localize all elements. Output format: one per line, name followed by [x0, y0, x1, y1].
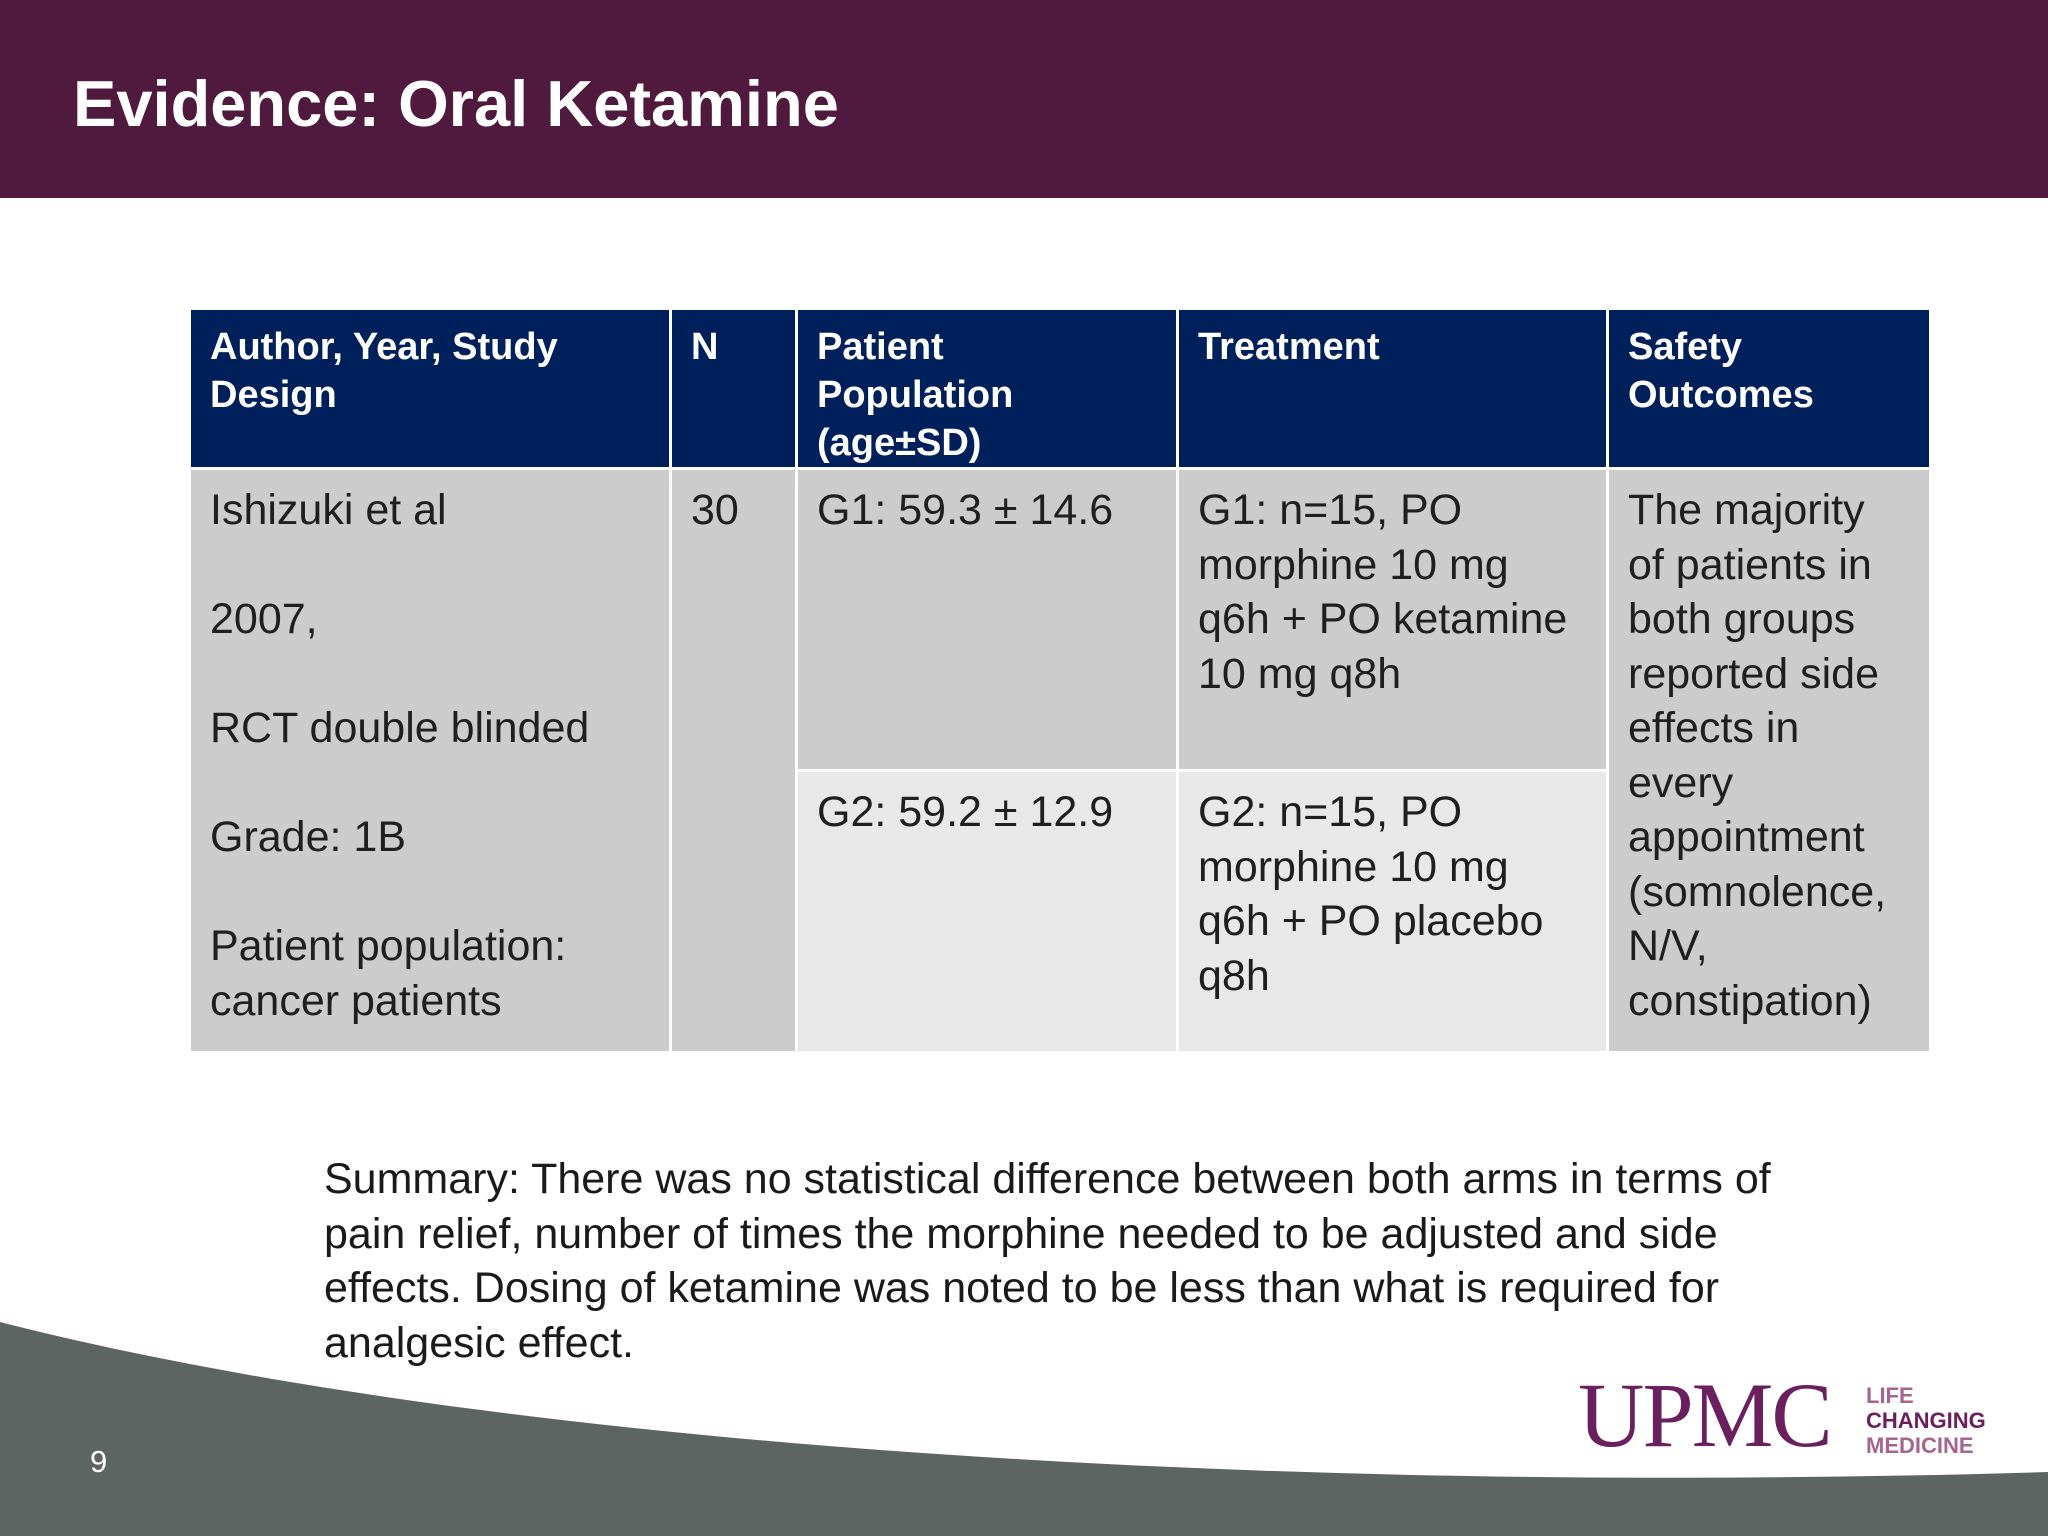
- study-year: 2007,: [210, 595, 318, 643]
- header-safety-line: Safety: [1628, 326, 1743, 368]
- header-author-line: Design: [210, 374, 337, 416]
- header-safety-line: Outcomes: [1628, 374, 1814, 416]
- logo-tagline-line: LIFE: [1866, 1383, 1914, 1408]
- g1-population: G1: 59.3 ± 14.6: [795, 467, 1179, 772]
- footer-swoosh: [0, 1322, 2048, 1536]
- page-number: 9: [90, 1444, 108, 1479]
- g1-treatment: G1: n=15, PO morphine 10 mg q6h + PO ket…: [1176, 467, 1609, 772]
- study-design: RCT double blinded: [210, 704, 590, 752]
- logo-mark: UPMC: [1578, 1364, 1833, 1466]
- header-author: Author, Year, Study Design: [188, 307, 672, 470]
- n-value: 30: [669, 467, 798, 1054]
- summary-text: Summary: There was no statistical differ…: [324, 1155, 1771, 1367]
- table-row: Ishizuki et al 2007, RCT double blinded …: [188, 467, 1932, 1054]
- logo-tagline-line: CHANGING: [1866, 1408, 1986, 1433]
- evidence-table: Author, Year, Study Design N Patient Pop…: [188, 307, 1932, 1054]
- header-population-line: Population: [817, 374, 1014, 416]
- patient-population-value: cancer patients: [210, 976, 502, 1025]
- header-safety: Safety Outcomes: [1606, 307, 1932, 470]
- g2-treatment: G2: n=15, PO morphine 10 mg q6h + PO pla…: [1176, 769, 1609, 1054]
- header-treatment: Treatment: [1176, 307, 1609, 470]
- patient-population-label: Patient population:: [210, 922, 567, 970]
- header-n: N: [669, 307, 798, 470]
- logo-tagline: LIFE CHANGING MEDICINE: [1866, 1383, 1986, 1458]
- title-bar: Evidence: Oral Ketamine: [0, 0, 2048, 198]
- evidence-grade: Grade: 1B: [210, 813, 406, 861]
- table-header-row: Author, Year, Study Design N Patient Pop…: [188, 307, 1932, 470]
- safety-outcome: The majority of patients in both groups …: [1606, 467, 1932, 1054]
- header-population: Patient Population (age±SD): [795, 307, 1179, 470]
- g2-population: G2: 59.2 ± 12.9: [795, 769, 1179, 1054]
- header-population-line: (age±SD): [817, 422, 982, 464]
- slide-title: Evidence: Oral Ketamine: [73, 67, 839, 140]
- upmc-logo: UPMC LIFE CHANGING MEDICINE: [1578, 1369, 2008, 1461]
- logo-tagline-line: MEDICINE: [1866, 1433, 1974, 1458]
- header-author-line: Author, Year, Study: [210, 326, 558, 368]
- table-row: G2: 59.2 ± 12.9 G2: n=15, PO morphine 10…: [190, 769, 1931, 1054]
- author-name: Ishizuki et al: [210, 486, 447, 534]
- header-population-line: Patient: [817, 326, 944, 368]
- author-cell: Ishizuki et al 2007, RCT double blinded …: [188, 467, 672, 1054]
